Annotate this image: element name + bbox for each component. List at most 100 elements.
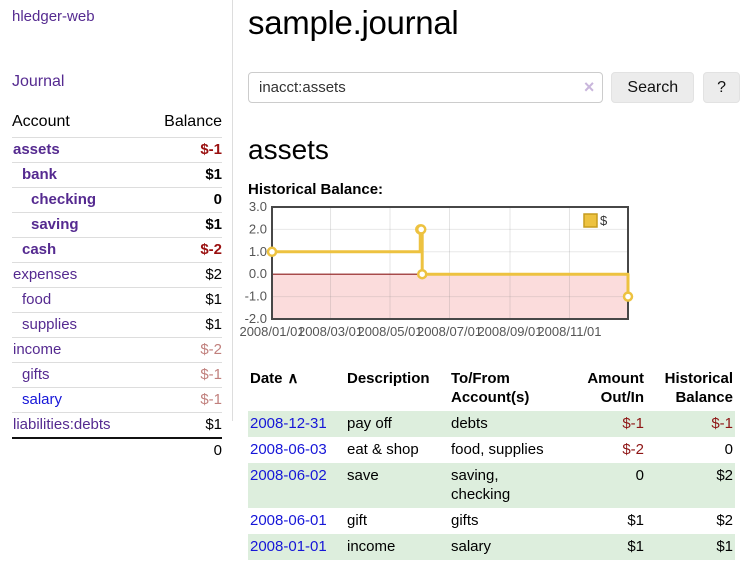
account-balance: $-1	[144, 137, 222, 163]
sort-ascending-icon: ∧	[287, 370, 299, 387]
account-balance: $2	[144, 262, 222, 288]
data-point-marker	[622, 291, 634, 302]
register-row: 2008-12-31 pay off debts $-1 $-1	[248, 411, 735, 437]
account-balance: $-1	[144, 387, 222, 413]
account-row: checking 0	[12, 187, 222, 213]
x-tick-label: 2008/01/01	[239, 324, 304, 339]
accounts-header-account: Account	[12, 113, 70, 130]
transaction-balance: $-1	[711, 415, 733, 432]
transaction-accounts: gifts	[451, 512, 479, 529]
search-bar: × Search ?	[248, 72, 740, 103]
account-balance: $1	[144, 162, 222, 188]
page-title: sample.journal	[248, 4, 459, 41]
account-balance: $-2	[144, 337, 222, 363]
transaction-accounts: saving, checking	[451, 467, 511, 503]
transaction-description: income	[347, 538, 396, 555]
account-row: liabilities:debts $1	[12, 412, 222, 438]
sidebar-item-journal[interactable]: Journal	[12, 73, 65, 90]
x-tick-label: 2008/05/01	[357, 324, 422, 339]
transaction-amount: $-2	[622, 441, 644, 458]
account-link-bank[interactable]: bank	[22, 166, 58, 183]
app-brand-link[interactable]: hledger-web	[12, 8, 95, 25]
transaction-amount: 0	[635, 467, 644, 484]
x-tick-label: 2008/09/01	[477, 324, 542, 339]
register-row: 2008-06-01 gift gifts $1 $2	[248, 508, 735, 534]
account-link-gifts[interactable]: gifts	[22, 366, 50, 383]
account-link-supplies[interactable]: supplies	[22, 316, 78, 333]
register-row: 2008-06-02 save saving, checking 0 $2	[248, 463, 735, 508]
total-spacer	[12, 437, 145, 463]
data-point-marker	[266, 246, 278, 258]
account-row: food $1	[12, 287, 222, 313]
account-link-expenses[interactable]: expenses	[13, 266, 78, 283]
register-header-date[interactable]: Date ∧	[250, 370, 299, 387]
accounts-total-row: 0	[12, 437, 222, 463]
data-point-marker	[415, 224, 427, 235]
y-tick-label: 2.0	[249, 221, 267, 236]
help-button[interactable]: ?	[703, 72, 740, 103]
account-balance: $1	[144, 287, 222, 313]
legend-swatch	[583, 213, 598, 228]
y-tick-label: -1.0	[245, 289, 267, 304]
account-balance: $1	[144, 212, 222, 238]
account-row: assets $-1	[12, 137, 222, 163]
account-balance: 0	[144, 187, 222, 213]
account-balance: $-2	[144, 237, 222, 263]
accounts-header-row: Account Balance	[12, 111, 222, 138]
main-content: sample.journal × Search ? assets Histori…	[239, 0, 740, 560]
x-tick-label: 2008/11/01	[537, 324, 601, 339]
clear-search-icon[interactable]: ×	[583, 77, 595, 97]
account-balance: $-1	[144, 362, 222, 388]
transaction-date-link[interactable]: 2008-06-01	[250, 512, 327, 529]
account-balance: $1	[144, 312, 222, 338]
historical-balance-chart[interactable]: $3.0 2.0 1.0 0.0 -1.0 -2.0 2008/01/01 2008/03/0…	[239, 199, 740, 351]
transaction-date-link[interactable]: 2008-06-03	[250, 441, 327, 458]
account-row: supplies $1	[12, 312, 222, 338]
account-link-checking[interactable]: checking	[31, 191, 97, 208]
account-link-liabilities-debts[interactable]: liabilities:debts	[13, 416, 111, 433]
transaction-date-link[interactable]: 2008-01-01	[250, 538, 327, 555]
register-table: Date ∧ Description To/From Account(s) Amo…	[248, 367, 735, 560]
account-link-cash[interactable]: cash	[22, 241, 57, 258]
transaction-description: eat & shop	[347, 441, 419, 458]
account-link-salary[interactable]: salary	[22, 391, 63, 408]
search-button[interactable]: Search	[611, 72, 695, 103]
register-body: 2008-12-31 pay off debts $-1 $-1 2008-06-03 ea…	[248, 411, 735, 560]
legend-label: $	[600, 213, 608, 228]
transaction-balance: $2	[716, 512, 733, 529]
account-link-saving[interactable]: saving	[31, 216, 79, 233]
search-input[interactable]	[248, 72, 604, 103]
transaction-amount: $1	[627, 512, 644, 529]
transaction-description: pay off	[347, 415, 392, 432]
account-row: expenses $2	[12, 262, 222, 288]
transaction-balance: $1	[716, 538, 733, 555]
account-link-food[interactable]: food	[22, 291, 52, 308]
account-link-assets[interactable]: assets	[13, 141, 60, 158]
account-row: saving $1	[12, 212, 222, 238]
transaction-amount: $-1	[622, 415, 644, 432]
register-header-description: Description	[347, 370, 430, 387]
accounts-header-balance: Balance	[164, 113, 222, 130]
account-row: gifts $-1	[12, 362, 222, 388]
data-point-marker	[416, 268, 428, 280]
register-header-balance: Historical Balance	[664, 370, 733, 406]
x-tick-label: 2008/07/01	[417, 324, 482, 339]
accounts-total-value: 0	[144, 437, 222, 463]
transaction-description: save	[347, 467, 379, 484]
account-row: cash $-2	[12, 237, 222, 263]
register-header-amount: Amount Out/In	[587, 370, 644, 406]
transaction-accounts: debts	[451, 415, 488, 432]
transaction-amount: $1	[627, 538, 644, 555]
account-row: income $-2	[12, 337, 222, 363]
account-link-income[interactable]: income	[13, 341, 62, 358]
account-balance: $1	[144, 412, 222, 438]
negative-region	[272, 274, 628, 319]
y-tick-label: 3.0	[249, 199, 267, 214]
accounts-table: Account Balance assets $-1 bank $1 checking 0…	[12, 111, 222, 463]
transaction-date-link[interactable]: 2008-06-02	[250, 467, 327, 484]
chart-svg[interactable]: $3.0 2.0 1.0 0.0 -1.0 -2.02008/01/012008/03/0…	[239, 199, 640, 351]
transaction-accounts: food, supplies	[451, 441, 544, 458]
transaction-date-link[interactable]: 2008-12-31	[250, 415, 327, 432]
account-row: bank $1	[12, 162, 222, 188]
register-row: 2008-01-01 income salary $1 $1	[248, 534, 735, 560]
